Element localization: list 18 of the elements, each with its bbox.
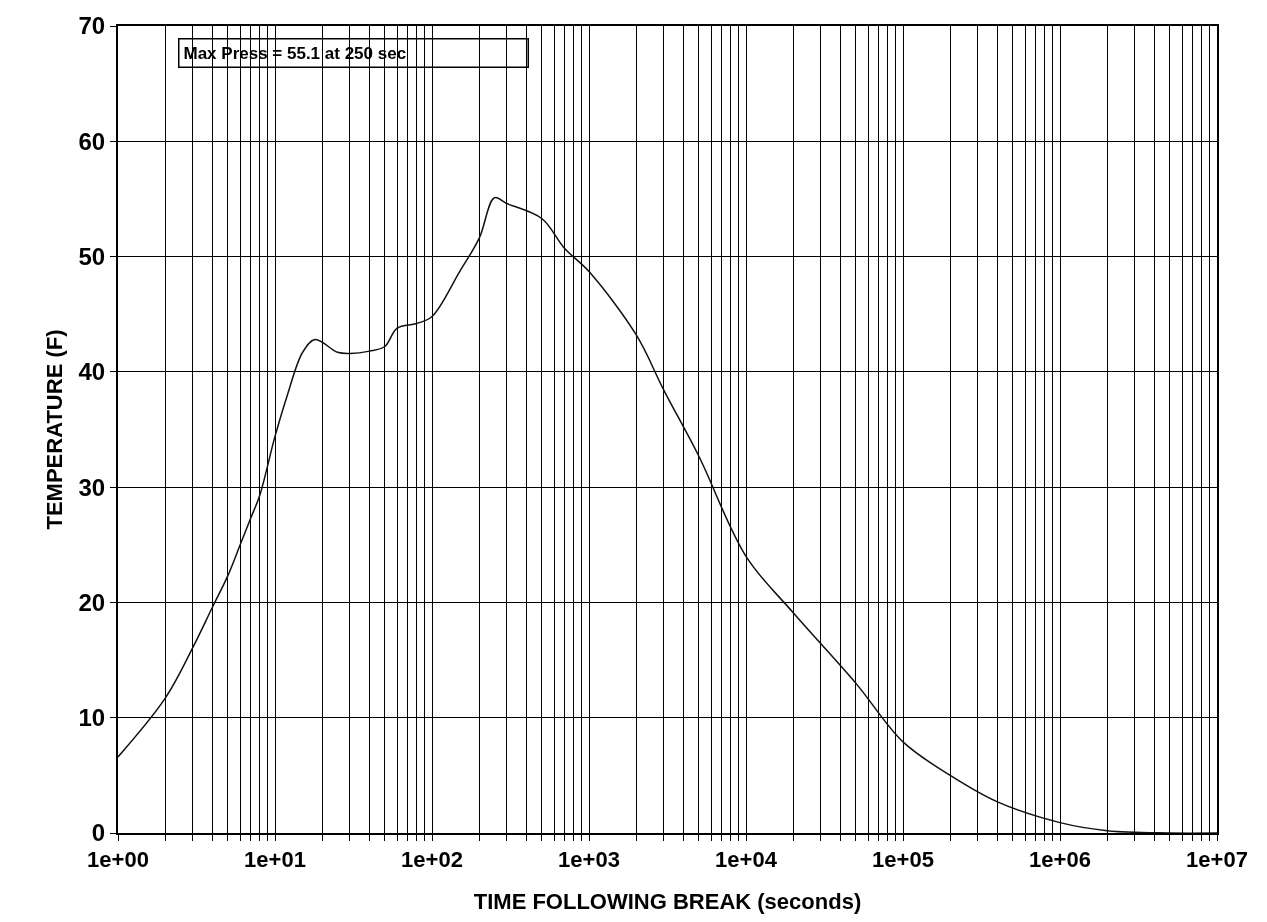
y-tick-label: 40 <box>78 358 106 386</box>
y-tick-label: 30 <box>78 473 106 501</box>
x-tick-label: 1e+00 <box>87 847 149 873</box>
x-tick-label: 1e+05 <box>872 847 934 873</box>
x-tick-label: 1e+01 <box>244 847 306 873</box>
x-tick-label: 1e+03 <box>558 847 620 873</box>
x-tick-label: 1e+06 <box>1029 847 1091 873</box>
y-tick-label: 50 <box>78 242 106 270</box>
y-tick-label: 10 <box>78 704 106 732</box>
x-tick-label: 1e+07 <box>1186 847 1248 873</box>
y-tick-label: 20 <box>78 588 106 616</box>
y-tick-label: 60 <box>78 127 106 155</box>
y-tick-label: 70 <box>78 12 106 40</box>
y-tick-label: 0 <box>91 819 106 847</box>
x-tick-label: 1e+02 <box>401 847 463 873</box>
x-tick-label: 1e+04 <box>715 847 778 873</box>
y-axis-title: TEMPERATURE (F) <box>41 329 67 530</box>
x-axis-title: TIME FOLLOWING BREAK (seconds) <box>473 888 862 914</box>
